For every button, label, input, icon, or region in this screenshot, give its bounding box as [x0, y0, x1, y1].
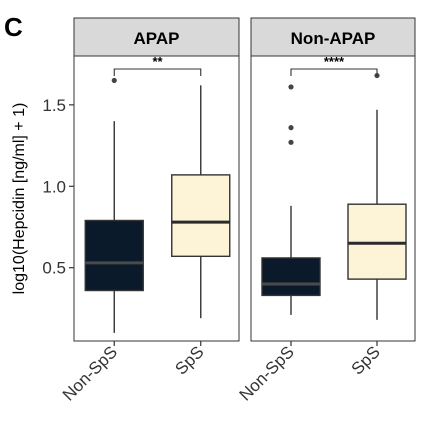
facet-strip-label: Non-APAP — [291, 29, 376, 48]
facet-strip-label: APAP — [134, 29, 180, 48]
box — [347, 203, 407, 280]
box — [261, 257, 321, 297]
significance-label: ** — [152, 54, 163, 69]
box — [171, 174, 231, 258]
facets: APAP Non-SpS SpS ** Non-APAP Non-SpS SpS **** — [59, 17, 416, 405]
x-tick-label: SpS — [348, 342, 384, 378]
box-non-sps — [261, 84, 321, 315]
x-tick-label: SpS — [171, 342, 207, 378]
box — [84, 219, 144, 292]
significance-bracket — [290, 68, 378, 76]
significance-bracket — [113, 68, 202, 76]
outlier-point — [111, 77, 117, 84]
facet-panel: APAP Non-SpS SpS ** — [59, 17, 240, 405]
outlier-point — [288, 84, 294, 90]
panel-frame — [250, 55, 416, 342]
y-tick-label: 1.0 — [42, 177, 66, 196]
y-axis-title: log10(Hepcidin [ng/ml] + 1) — [11, 103, 28, 295]
box-non-sps — [84, 77, 144, 333]
facet-panel: Non-APAP Non-SpS SpS **** — [236, 17, 416, 405]
significance-label: **** — [324, 54, 345, 69]
x-tick-label: Non-SpS — [59, 342, 121, 404]
y-tick-label: 0.5 — [42, 259, 66, 278]
y-axis: 0.5 1.0 1.5 — [42, 96, 74, 278]
panel-label: C — [4, 12, 23, 42]
panel-frame — [73, 55, 240, 342]
facet-strip — [73, 17, 240, 57]
box-sps — [171, 85, 231, 319]
x-tick-label: Non-SpS — [236, 342, 298, 404]
box-sps — [347, 72, 407, 320]
y-tick-label: 1.5 — [42, 96, 66, 115]
outlier-point — [288, 139, 294, 145]
outlier-point — [288, 125, 294, 131]
facet-strip — [250, 17, 416, 57]
